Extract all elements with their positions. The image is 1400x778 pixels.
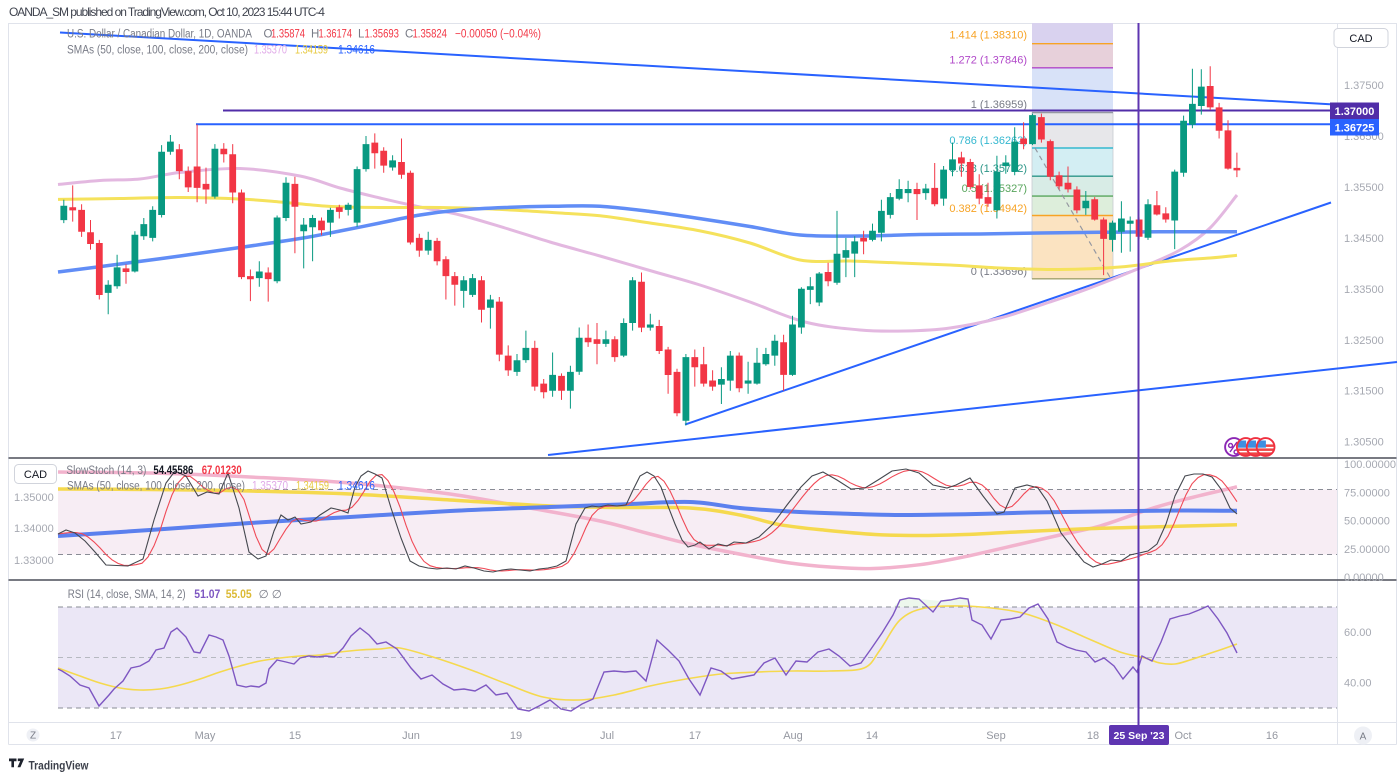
- svg-text:1.36725: 1.36725: [1335, 123, 1375, 135]
- svg-text:54.45586: 54.45586: [153, 465, 193, 477]
- svg-text:−0.00050 (−0.04%): −0.00050 (−0.04%): [455, 29, 541, 41]
- svg-text:19: 19: [510, 730, 522, 742]
- svg-text:75.00000: 75.00000: [1344, 487, 1390, 499]
- svg-text:A: A: [1360, 732, 1367, 743]
- svg-text:∅ ∅: ∅ ∅: [259, 589, 282, 601]
- svg-text:C: C: [405, 29, 413, 41]
- svg-text:Z: Z: [30, 731, 36, 742]
- svg-text:55.05: 55.05: [226, 589, 253, 601]
- svg-text:60.00: 60.00: [1344, 627, 1372, 639]
- svg-text:1.35500: 1.35500: [1344, 182, 1384, 194]
- svg-text:1.414 (1.38310): 1.414 (1.38310): [949, 30, 1027, 42]
- svg-text:OANDA_SM published on TradingV: OANDA_SM published on TradingView.com, O…: [9, 5, 325, 19]
- svg-text:0.786 (1.36262): 0.786 (1.36262): [949, 135, 1027, 147]
- svg-text:SlowStoch (14, 3): SlowStoch (14, 3): [66, 465, 146, 477]
- svg-text:1 (1.36959): 1 (1.36959): [971, 99, 1027, 111]
- svg-text:14: 14: [866, 730, 878, 742]
- svg-text:Sep: Sep: [986, 730, 1006, 742]
- svg-text:Jun: Jun: [402, 730, 420, 742]
- svg-text:17: 17: [689, 730, 701, 742]
- svg-text:U.S. Dollar / Canadian Dollar,: U.S. Dollar / Canadian Dollar, 1D, OANDA: [67, 29, 252, 41]
- svg-text:TradingView: TradingView: [29, 760, 89, 772]
- svg-text:17: 17: [110, 730, 122, 742]
- svg-text:1.30500: 1.30500: [1344, 437, 1384, 449]
- svg-text:1.32500: 1.32500: [1344, 335, 1384, 347]
- svg-text:1.35370: 1.35370: [254, 45, 287, 57]
- svg-text:67.01230: 67.01230: [202, 465, 242, 477]
- svg-text:O: O: [264, 29, 273, 41]
- svg-text:50.00000: 50.00000: [1344, 516, 1390, 528]
- svg-text:1.33000: 1.33000: [14, 555, 54, 567]
- svg-text:CAD: CAD: [1349, 33, 1372, 45]
- svg-text:25 Sep '23: 25 Sep '23: [1114, 730, 1165, 742]
- svg-text:Oct: Oct: [1174, 730, 1191, 742]
- svg-text:1.35874: 1.35874: [271, 29, 305, 41]
- svg-text:Aug: Aug: [783, 730, 803, 742]
- svg-text:100.00000: 100.00000: [1344, 459, 1396, 471]
- svg-text:H: H: [311, 29, 319, 41]
- svg-text:15: 15: [289, 730, 301, 742]
- svg-text:1.35693: 1.35693: [365, 29, 400, 41]
- svg-text:0.382 (1.34942): 0.382 (1.34942): [949, 203, 1027, 215]
- svg-text:16: 16: [1266, 730, 1278, 742]
- svg-text:1.272 (1.37846): 1.272 (1.37846): [949, 55, 1027, 67]
- svg-text:1.33500: 1.33500: [1344, 284, 1384, 296]
- svg-text:25.00000: 25.00000: [1344, 544, 1390, 556]
- svg-text:RSI (14, close, SMA, 14, 2): RSI (14, close, SMA, 14, 2): [68, 589, 186, 601]
- svg-text:1.35824: 1.35824: [413, 29, 448, 41]
- svg-text:1.35370: 1.35370: [252, 481, 288, 493]
- svg-text:SMAs (50, close, 100, close, 2: SMAs (50, close, 100, close, 200, close): [67, 481, 245, 493]
- svg-text:SMAs (50, close, 100, close, 2: SMAs (50, close, 100, close, 200, close): [67, 45, 248, 57]
- svg-text:18: 18: [1087, 730, 1099, 742]
- svg-text:51.07: 51.07: [194, 589, 220, 601]
- svg-text:1.34159: 1.34159: [295, 45, 328, 57]
- svg-text:1.34616: 1.34616: [338, 481, 375, 493]
- svg-text:0.00000: 0.00000: [1344, 572, 1384, 584]
- svg-text:CAD: CAD: [24, 469, 47, 481]
- svg-text:1.34159: 1.34159: [296, 481, 329, 493]
- svg-text:40.00: 40.00: [1344, 678, 1372, 690]
- svg-text:1.37500: 1.37500: [1344, 80, 1384, 92]
- svg-text:1.34500: 1.34500: [1344, 233, 1384, 245]
- svg-text:1.34000: 1.34000: [14, 523, 54, 535]
- svg-text:1.31500: 1.31500: [1344, 386, 1384, 398]
- svg-text:1.35000: 1.35000: [14, 492, 54, 504]
- svg-text:May: May: [195, 730, 216, 742]
- svg-text:L: L: [358, 29, 365, 41]
- svg-text:1.34616: 1.34616: [338, 45, 375, 57]
- svg-text:1.37000: 1.37000: [1335, 106, 1375, 118]
- svg-text:Jul: Jul: [600, 730, 614, 742]
- svg-text:1.36174: 1.36174: [319, 29, 353, 41]
